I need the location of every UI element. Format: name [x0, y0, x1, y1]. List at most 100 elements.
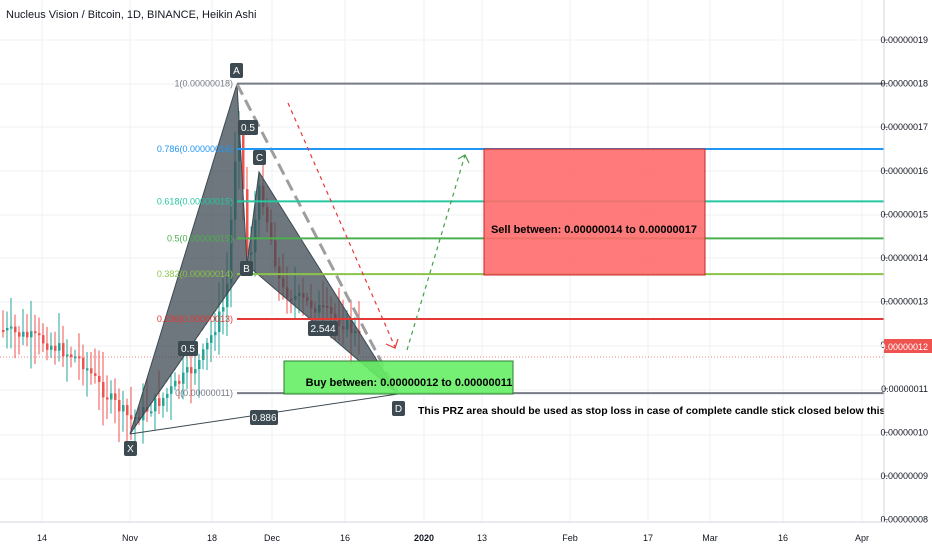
- time-tick-label: Dec: [264, 533, 281, 543]
- prz-note: This PRZ area should be used as stop los…: [418, 405, 910, 417]
- time-tick-label: 17: [643, 533, 653, 543]
- point-x[interactable]: X: [124, 441, 137, 456]
- buy-zone[interactable]: [283, 360, 514, 395]
- candle-body: [246, 189, 249, 255]
- candle-body: [154, 398, 157, 412]
- price-tick-label: 0.00000019: [880, 35, 928, 45]
- candle-body: [174, 380, 177, 387]
- point-a[interactable]: A: [230, 63, 243, 78]
- candle-body: [78, 356, 81, 359]
- price-tick-label: 0.00000015: [880, 209, 928, 219]
- ratio-label-xb[interactable]: 0.5: [178, 341, 198, 356]
- candle-body: [226, 283, 229, 308]
- time-axis-panel[interactable]: [0, 522, 884, 550]
- candle-body: [98, 375, 101, 382]
- candle-body: [94, 373, 97, 376]
- projection-up-arrow[interactable]: [406, 154, 466, 351]
- candle-body: [114, 393, 117, 401]
- candle-body: [90, 368, 93, 374]
- candle-body: [54, 345, 57, 351]
- candle-body: [170, 386, 173, 394]
- point-c[interactable]: C: [253, 150, 266, 165]
- candle-body: [86, 368, 89, 371]
- ratio-label-ab[interactable]: 0.5: [238, 120, 258, 135]
- ratio-xb-text: 0.5: [181, 344, 195, 355]
- ratio-ab-text: 0.5: [241, 123, 255, 134]
- candle-body: [194, 369, 197, 374]
- current-price-badge[interactable]: 0.00000012: [880, 339, 932, 353]
- fib-level-label: 0(0.00000011): [175, 388, 233, 398]
- candle-body: [26, 331, 29, 338]
- fib-level-label: 0.382(0.00000014): [157, 269, 233, 279]
- time-tick-label: 2020: [414, 533, 434, 543]
- pattern-ad-line: [235, 83, 400, 395]
- candle-body: [218, 311, 221, 333]
- candle-body: [178, 380, 181, 384]
- candle-body: [206, 342, 209, 350]
- candle-body: [166, 393, 169, 398]
- fib-level-label: 0.5(0.00000015): [167, 233, 233, 243]
- time-axis[interactable]: 14 Nov 18 Dec 16 2020 13 Feb 17 Mar 16 Apr: [37, 533, 869, 543]
- candle-body: [50, 345, 53, 350]
- candle-body: [190, 367, 193, 374]
- candle-body: [38, 333, 41, 336]
- candle-body: [242, 132, 245, 190]
- candle-body: [210, 335, 213, 343]
- candle-body: [202, 349, 205, 361]
- candle-body: [46, 343, 49, 350]
- candle-body: [42, 335, 45, 344]
- candle-body: [66, 354, 69, 357]
- current-price-label: 0.00000012: [880, 342, 928, 352]
- ratio-label-bd[interactable]: 2.544: [308, 321, 338, 336]
- ratio-bd-text: 2.544: [310, 324, 335, 335]
- candle-body: [82, 357, 85, 370]
- chart-title: Nucleus Vision / Bitcoin, 1D, BINANCE, H…: [6, 9, 256, 21]
- price-tick-label: 0.00000011: [881, 384, 928, 394]
- candle-body: [130, 415, 133, 420]
- time-tick-label: 16: [340, 533, 350, 543]
- time-tick-label: Apr: [855, 533, 869, 543]
- point-x-label: X: [127, 444, 134, 455]
- fib-level-label: 0.618(0.00000015): [157, 196, 233, 206]
- projection-down-arrow-head: [385, 338, 399, 349]
- time-tick-label: 16: [778, 533, 788, 543]
- candle-body: [162, 397, 165, 406]
- time-tick-label: 13: [477, 533, 487, 543]
- candle-body: [10, 326, 13, 329]
- time-tick-label: 18: [207, 533, 217, 543]
- sell-zone[interactable]: [483, 148, 706, 276]
- time-tick-label: Nov: [122, 533, 139, 543]
- price-axis-panel[interactable]: [884, 0, 932, 550]
- price-tick-label: 0.00000017: [880, 122, 928, 132]
- price-tick-label: 0.00000018: [880, 79, 928, 89]
- candle-body: [106, 397, 109, 400]
- candle-body: [198, 360, 201, 370]
- point-b[interactable]: B: [240, 261, 253, 276]
- point-d-label: D: [395, 404, 402, 415]
- point-d[interactable]: D: [392, 401, 405, 416]
- fib-level-label: 1(0.00000018): [174, 79, 233, 89]
- price-tick-label: 0.00000008: [880, 515, 928, 525]
- candle-body: [2, 330, 5, 332]
- candle-body: [122, 405, 125, 412]
- candle-body: [58, 343, 61, 351]
- fib-level-label: 0.236(0.00000013): [157, 314, 233, 324]
- point-c-label: C: [256, 153, 263, 164]
- candle-body: [6, 327, 9, 331]
- time-tick-label: Feb: [562, 533, 578, 543]
- point-a-label: A: [233, 66, 240, 77]
- price-tick-label: 0.00000014: [880, 253, 928, 263]
- price-tick-label: 0.00000009: [880, 471, 928, 481]
- candle-body: [18, 332, 21, 337]
- candle-body: [150, 411, 153, 414]
- candle-body: [22, 331, 25, 337]
- ratio-label-xd[interactable]: 0.886: [250, 410, 278, 425]
- candle-body: [70, 354, 73, 358]
- candle-body: [158, 398, 161, 406]
- price-tick-label: 0.00000016: [880, 166, 928, 176]
- buy-zone-label: Buy between: 0.00000012 to 0.00000011: [306, 377, 513, 389]
- candle-body: [222, 307, 225, 312]
- projection-up-arrow-head: [457, 154, 470, 164]
